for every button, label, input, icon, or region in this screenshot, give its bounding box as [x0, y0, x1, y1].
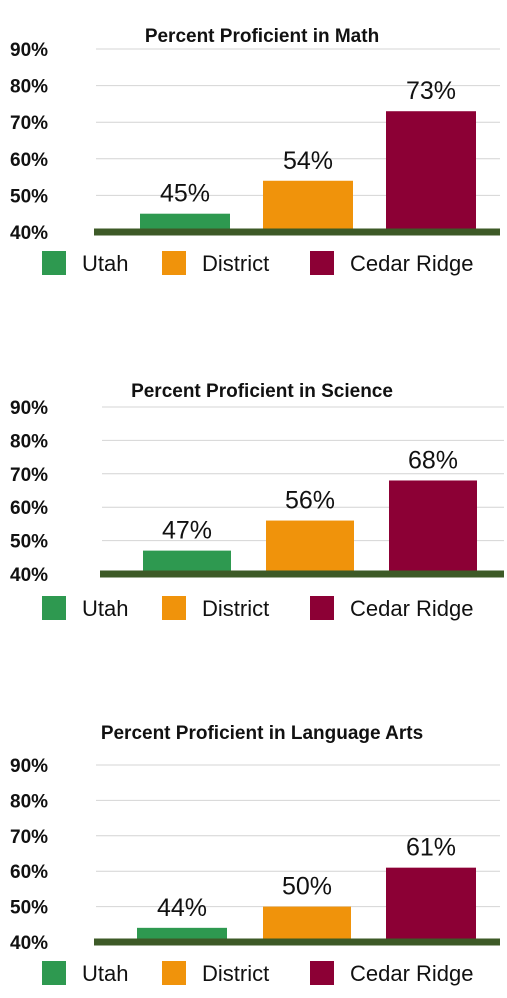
y-axis: 90% 80% 70% 60% 50% 40%: [10, 40, 48, 244]
y-tick-label: 60%: [10, 150, 48, 171]
legend: Utah District Cedar Ridge: [42, 596, 474, 621]
bar-cedar-ridge: [386, 867, 476, 942]
y-tick-label: 40%: [10, 565, 48, 586]
y-tick-label: 50%: [10, 532, 48, 553]
chart-title: Percent Proficient in Language Arts: [101, 723, 423, 744]
legend-swatch: [162, 961, 186, 985]
legend-utah: Utah: [42, 961, 128, 986]
y-tick-label: 80%: [10, 77, 48, 98]
y-tick-label: 40%: [10, 933, 48, 954]
y-tick-label: 90%: [10, 398, 48, 419]
language-arts-chart: Percent Proficient in Language Arts 90% 8…: [10, 723, 500, 986]
legend-district: District: [162, 251, 269, 276]
legend: Utah District Cedar Ridge: [42, 961, 474, 986]
legend-label: District: [202, 251, 269, 276]
legend-label: Utah: [82, 961, 128, 986]
bar-cedar-ridge: [389, 480, 477, 574]
data-label: 61%: [406, 834, 456, 862]
legend-district: District: [162, 596, 269, 621]
y-tick-label: 50%: [10, 186, 48, 207]
legend-cedar-ridge: Cedar Ridge: [310, 251, 474, 276]
legend-label: Cedar Ridge: [350, 251, 474, 276]
legend-label: Utah: [82, 596, 128, 621]
data-label: 50%: [282, 873, 332, 901]
data-labels: 44% 50% 61%: [157, 834, 456, 922]
data-labels: 47% 56% 68%: [162, 446, 458, 544]
y-tick-label: 90%: [10, 756, 48, 777]
data-label: 44%: [157, 894, 207, 922]
y-axis: 90% 80% 70% 60% 50% 40%: [10, 398, 48, 586]
bars: [137, 867, 476, 942]
legend-cedar-ridge: Cedar Ridge: [310, 596, 474, 621]
legend-swatch: [310, 961, 334, 985]
science-chart: Percent Proficient in Science 90% 80% 70% 6…: [10, 381, 504, 621]
legend-swatch: [310, 596, 334, 620]
legend-label: District: [202, 961, 269, 986]
legend-district: District: [162, 961, 269, 986]
bar-district: [266, 520, 354, 574]
y-tick-label: 70%: [10, 113, 48, 134]
y-tick-label: 80%: [10, 791, 48, 812]
bars: [140, 111, 476, 232]
data-label: 54%: [283, 147, 333, 175]
y-tick-label: 60%: [10, 498, 48, 519]
bar-utah: [137, 927, 227, 942]
y-tick-label: 50%: [10, 898, 48, 919]
legend: Utah District Cedar Ridge: [42, 251, 474, 276]
y-tick-label: 70%: [10, 465, 48, 486]
y-tick-label: 70%: [10, 827, 48, 848]
legend-swatch: [162, 596, 186, 620]
y-tick-label: 80%: [10, 431, 48, 452]
bar-district: [263, 906, 351, 942]
data-label: 73%: [406, 77, 456, 105]
legend-swatch: [310, 251, 334, 275]
legend-cedar-ridge: Cedar Ridge: [310, 961, 474, 986]
bar-district: [263, 180, 353, 232]
bars: [143, 480, 477, 574]
legend-swatch: [42, 961, 66, 985]
legend-utah: Utah: [42, 596, 128, 621]
bar-utah: [143, 550, 231, 574]
legend-swatch: [42, 596, 66, 620]
legend-label: Cedar Ridge: [350, 961, 474, 986]
y-axis: 90% 80% 70% 60% 50% 40%: [10, 756, 48, 954]
data-label: 56%: [285, 487, 335, 515]
legend-swatch: [42, 251, 66, 275]
legend-label: District: [202, 596, 269, 621]
y-tick-label: 90%: [10, 40, 48, 61]
chart-title: Percent Proficient in Science: [131, 381, 393, 402]
data-label: 45%: [160, 180, 210, 208]
legend-label: Utah: [82, 251, 128, 276]
math-chart: Percent Proficient in Math 90% 80% 70% 60% 5…: [10, 26, 500, 276]
data-label: 47%: [162, 517, 212, 545]
y-tick-label: 40%: [10, 223, 48, 244]
data-labels: 45% 54% 73%: [160, 77, 456, 207]
bar-utah: [140, 213, 230, 232]
y-tick-label: 60%: [10, 862, 48, 883]
chart-title: Percent Proficient in Math: [145, 26, 379, 47]
data-label: 68%: [408, 446, 458, 474]
legend-label: Cedar Ridge: [350, 596, 474, 621]
bar-cedar-ridge: [386, 111, 476, 232]
legend-utah: Utah: [42, 251, 128, 276]
legend-swatch: [162, 251, 186, 275]
